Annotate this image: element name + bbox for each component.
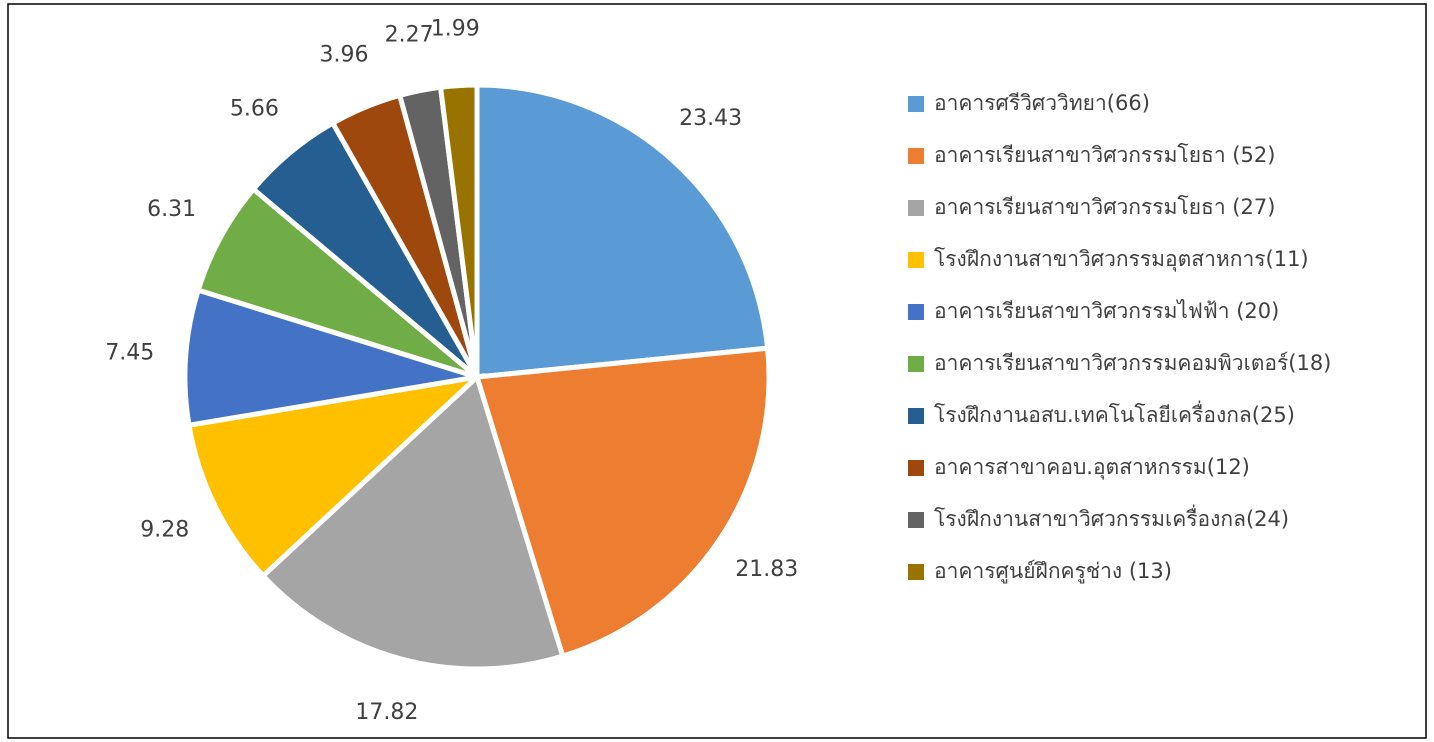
data-label: 17.82	[355, 700, 418, 725]
legend-swatch	[908, 512, 924, 528]
legend-swatch	[908, 148, 924, 164]
pie-slice	[473, 345, 772, 660]
legend-swatch	[908, 304, 924, 320]
data-label: 2.27	[385, 23, 434, 48]
pie-slice	[474, 82, 771, 380]
data-label: 7.45	[105, 340, 154, 365]
legend-label: อาคารเรียนสาขาวิศวกรรมโยธา (27)	[934, 195, 1275, 219]
pie-slice	[437, 82, 480, 378]
legend-label: อาคารสาขาคอบ.อุตสาหกรรม(12)	[934, 455, 1250, 480]
legend-swatch	[908, 96, 924, 112]
legend-swatch	[908, 564, 924, 580]
chart-border	[7, 3, 1427, 739]
legend-swatch	[908, 356, 924, 372]
legend-label: อาคารเรียนสาขาวิศวกรรมโยธา (52)	[934, 143, 1275, 167]
legend-swatch	[908, 460, 924, 476]
data-label: 3.96	[320, 42, 369, 67]
data-label: 23.43	[679, 106, 742, 131]
legend-label: อาคารศรีวิศววิทยา(66)	[934, 91, 1150, 115]
data-label: 21.83	[735, 557, 798, 582]
legend-label: อาคารเรียนสาขาวิศวกรรมคอมพิวเตอร์(18)	[934, 351, 1331, 375]
data-label: 1.99	[431, 17, 480, 42]
pie-slice	[259, 372, 566, 672]
legend-swatch	[908, 408, 924, 424]
legend-label: โรงฝึกงานสาขาวิศวกรรมเครื่องกล(24)	[934, 504, 1289, 531]
legend-swatch	[908, 252, 924, 268]
data-label: 9.28	[140, 518, 189, 543]
pie-slice	[186, 373, 485, 580]
pie-slice	[182, 286, 478, 429]
legend-label: โรงฝึกงานอสบ.เทคโนโลยีเครื่องกล(25)	[934, 400, 1295, 427]
data-label: 5.66	[230, 97, 279, 122]
legend-label: อาคารศูนย์ฝึกครูช่าง (13)	[934, 559, 1172, 584]
legend-swatch	[908, 200, 924, 216]
legend-label: โรงฝึกงานสาขาวิศวกรรมอุตสาหการ(11)	[934, 247, 1309, 272]
data-label: 6.31	[147, 197, 196, 222]
legend-label: อาคารเรียนสาขาวิศวกรรมไฟฟ้า (20)	[934, 299, 1279, 323]
